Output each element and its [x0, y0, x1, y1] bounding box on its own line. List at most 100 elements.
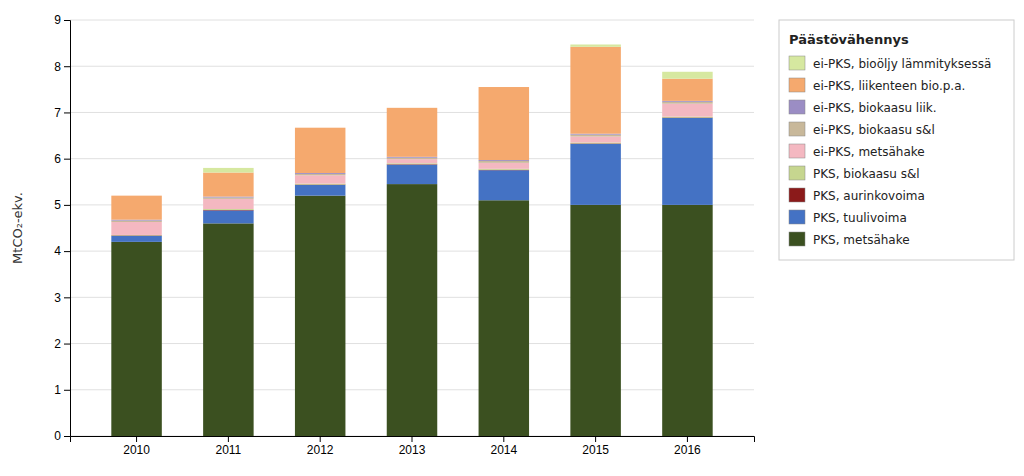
y-tick: 0	[54, 429, 70, 443]
legend-item: PKS, aurinkovoima	[789, 188, 925, 203]
y-tick-mark	[64, 112, 70, 113]
bar-segment	[387, 159, 437, 163]
legend-label: ei-PKS, biokaasu s&l	[813, 123, 935, 137]
legend-label: PKS, biokaasu s&l	[813, 167, 920, 181]
bar-segment	[662, 102, 712, 104]
bar-segment	[662, 117, 712, 118]
bar-segment	[662, 205, 712, 436]
legend-swatch	[789, 78, 805, 92]
y-tick: 1	[54, 383, 70, 397]
x-axis: 2010201120122013201420152016	[71, 436, 755, 457]
y-tick: 8	[54, 60, 70, 74]
legend-label: ei-PKS, bioöljy lämmityksessä	[813, 57, 991, 71]
bar-segment	[111, 195, 161, 196]
grid	[70, 20, 754, 436]
x-tick-mark	[503, 436, 504, 442]
y-tick-mark	[64, 251, 70, 252]
bar-segment	[295, 196, 345, 436]
y-tick: 9	[54, 13, 70, 27]
legend-label: PKS, tuulivoima	[813, 211, 907, 225]
x-tick: 2012	[307, 436, 334, 457]
bar-segment	[203, 210, 253, 223]
x-tick: 2015	[582, 436, 609, 457]
y-tick-label: 8	[54, 60, 61, 74]
bar-segment	[111, 236, 161, 242]
y-tick-mark	[64, 436, 70, 437]
bar-segment	[203, 223, 253, 436]
y-tick-label: 0	[54, 429, 61, 443]
bar-segment	[111, 235, 161, 236]
x-tick-mark	[320, 436, 321, 442]
bar-series	[203, 44, 713, 172]
bar-series	[111, 102, 712, 222]
bar-segment	[570, 135, 620, 137]
y-axis: 0123456789	[54, 13, 70, 443]
bar-segment	[479, 163, 529, 169]
x-tick-label: 2015	[582, 443, 609, 457]
legend-swatch	[789, 144, 805, 158]
x-tick: 2014	[490, 436, 517, 457]
y-tick-mark	[64, 20, 70, 21]
x-tick-mark	[412, 436, 413, 442]
x-axis-line	[71, 437, 755, 443]
bar-segment	[479, 87, 529, 88]
y-tick-mark	[64, 390, 70, 391]
bar-segment	[387, 164, 437, 165]
grid-line	[70, 66, 754, 67]
bar-segment	[570, 205, 620, 436]
legend-swatch	[789, 232, 805, 246]
bar-segment	[479, 169, 529, 170]
y-tick: 6	[54, 152, 70, 166]
x-tick-mark	[687, 436, 688, 442]
legend-item: ei-PKS, metsähake	[789, 144, 925, 159]
bar-segment	[387, 184, 437, 436]
bar-segment	[387, 107, 437, 108]
bar-segment	[295, 128, 345, 173]
bar-segment	[295, 127, 345, 128]
bar-segment	[387, 165, 437, 184]
bar-segment	[203, 168, 253, 173]
bar-series	[111, 47, 712, 220]
legend-item: ei-PKS, biokaasu s&l	[789, 122, 935, 137]
bar-segment	[295, 184, 345, 185]
legend-swatch	[789, 210, 805, 224]
bar-segment	[662, 72, 712, 79]
legend-label: ei-PKS, biokaasu liik.	[813, 101, 937, 115]
legend-item: PKS, tuulivoima	[789, 210, 907, 225]
bar-segment	[479, 87, 529, 160]
x-tick-label: 2011	[215, 443, 241, 457]
legend-label: ei-PKS, liikenteen bio.p.a.	[813, 79, 965, 93]
bar-segment	[387, 158, 437, 159]
chart: 20102011201220132014201520160123456789Mt…	[0, 0, 1024, 476]
y-tick: 5	[54, 198, 70, 212]
bars	[111, 44, 712, 436]
legend-item: ei-PKS, liikenteen bio.p.a.	[789, 78, 965, 93]
grid-line	[70, 20, 754, 21]
legend-swatch	[789, 122, 805, 136]
bar-segment	[111, 221, 161, 222]
x-tick-label: 2010	[123, 443, 150, 457]
x-tick: 2010	[123, 436, 150, 457]
x-tick-label: 2013	[399, 443, 426, 457]
legend-swatch	[789, 166, 805, 180]
y-tick-mark	[64, 344, 70, 345]
bar-segment	[479, 161, 529, 163]
legend-swatch	[789, 100, 805, 114]
y-axis-line	[64, 21, 71, 437]
bar-segment	[111, 222, 161, 235]
legend-label: PKS, metsähake	[813, 233, 910, 247]
bar-segment	[203, 209, 253, 210]
legend-label: PKS, aurinkovoima	[813, 189, 925, 203]
bar-segment	[570, 136, 620, 142]
bar-segment	[570, 143, 620, 144]
y-tick-label: 6	[54, 152, 61, 166]
bar-segment	[295, 185, 345, 196]
y-tick: 4	[54, 244, 70, 258]
legend: Päästövähennysei-PKS, bioöljy lämmitykse…	[779, 20, 1014, 260]
x-tick-mark	[136, 436, 137, 442]
y-tick: 3	[54, 291, 70, 305]
x-tick-mark	[595, 436, 596, 442]
y-tick-mark	[64, 205, 70, 206]
y-tick-label: 1	[54, 383, 61, 397]
grid-line	[70, 158, 754, 159]
